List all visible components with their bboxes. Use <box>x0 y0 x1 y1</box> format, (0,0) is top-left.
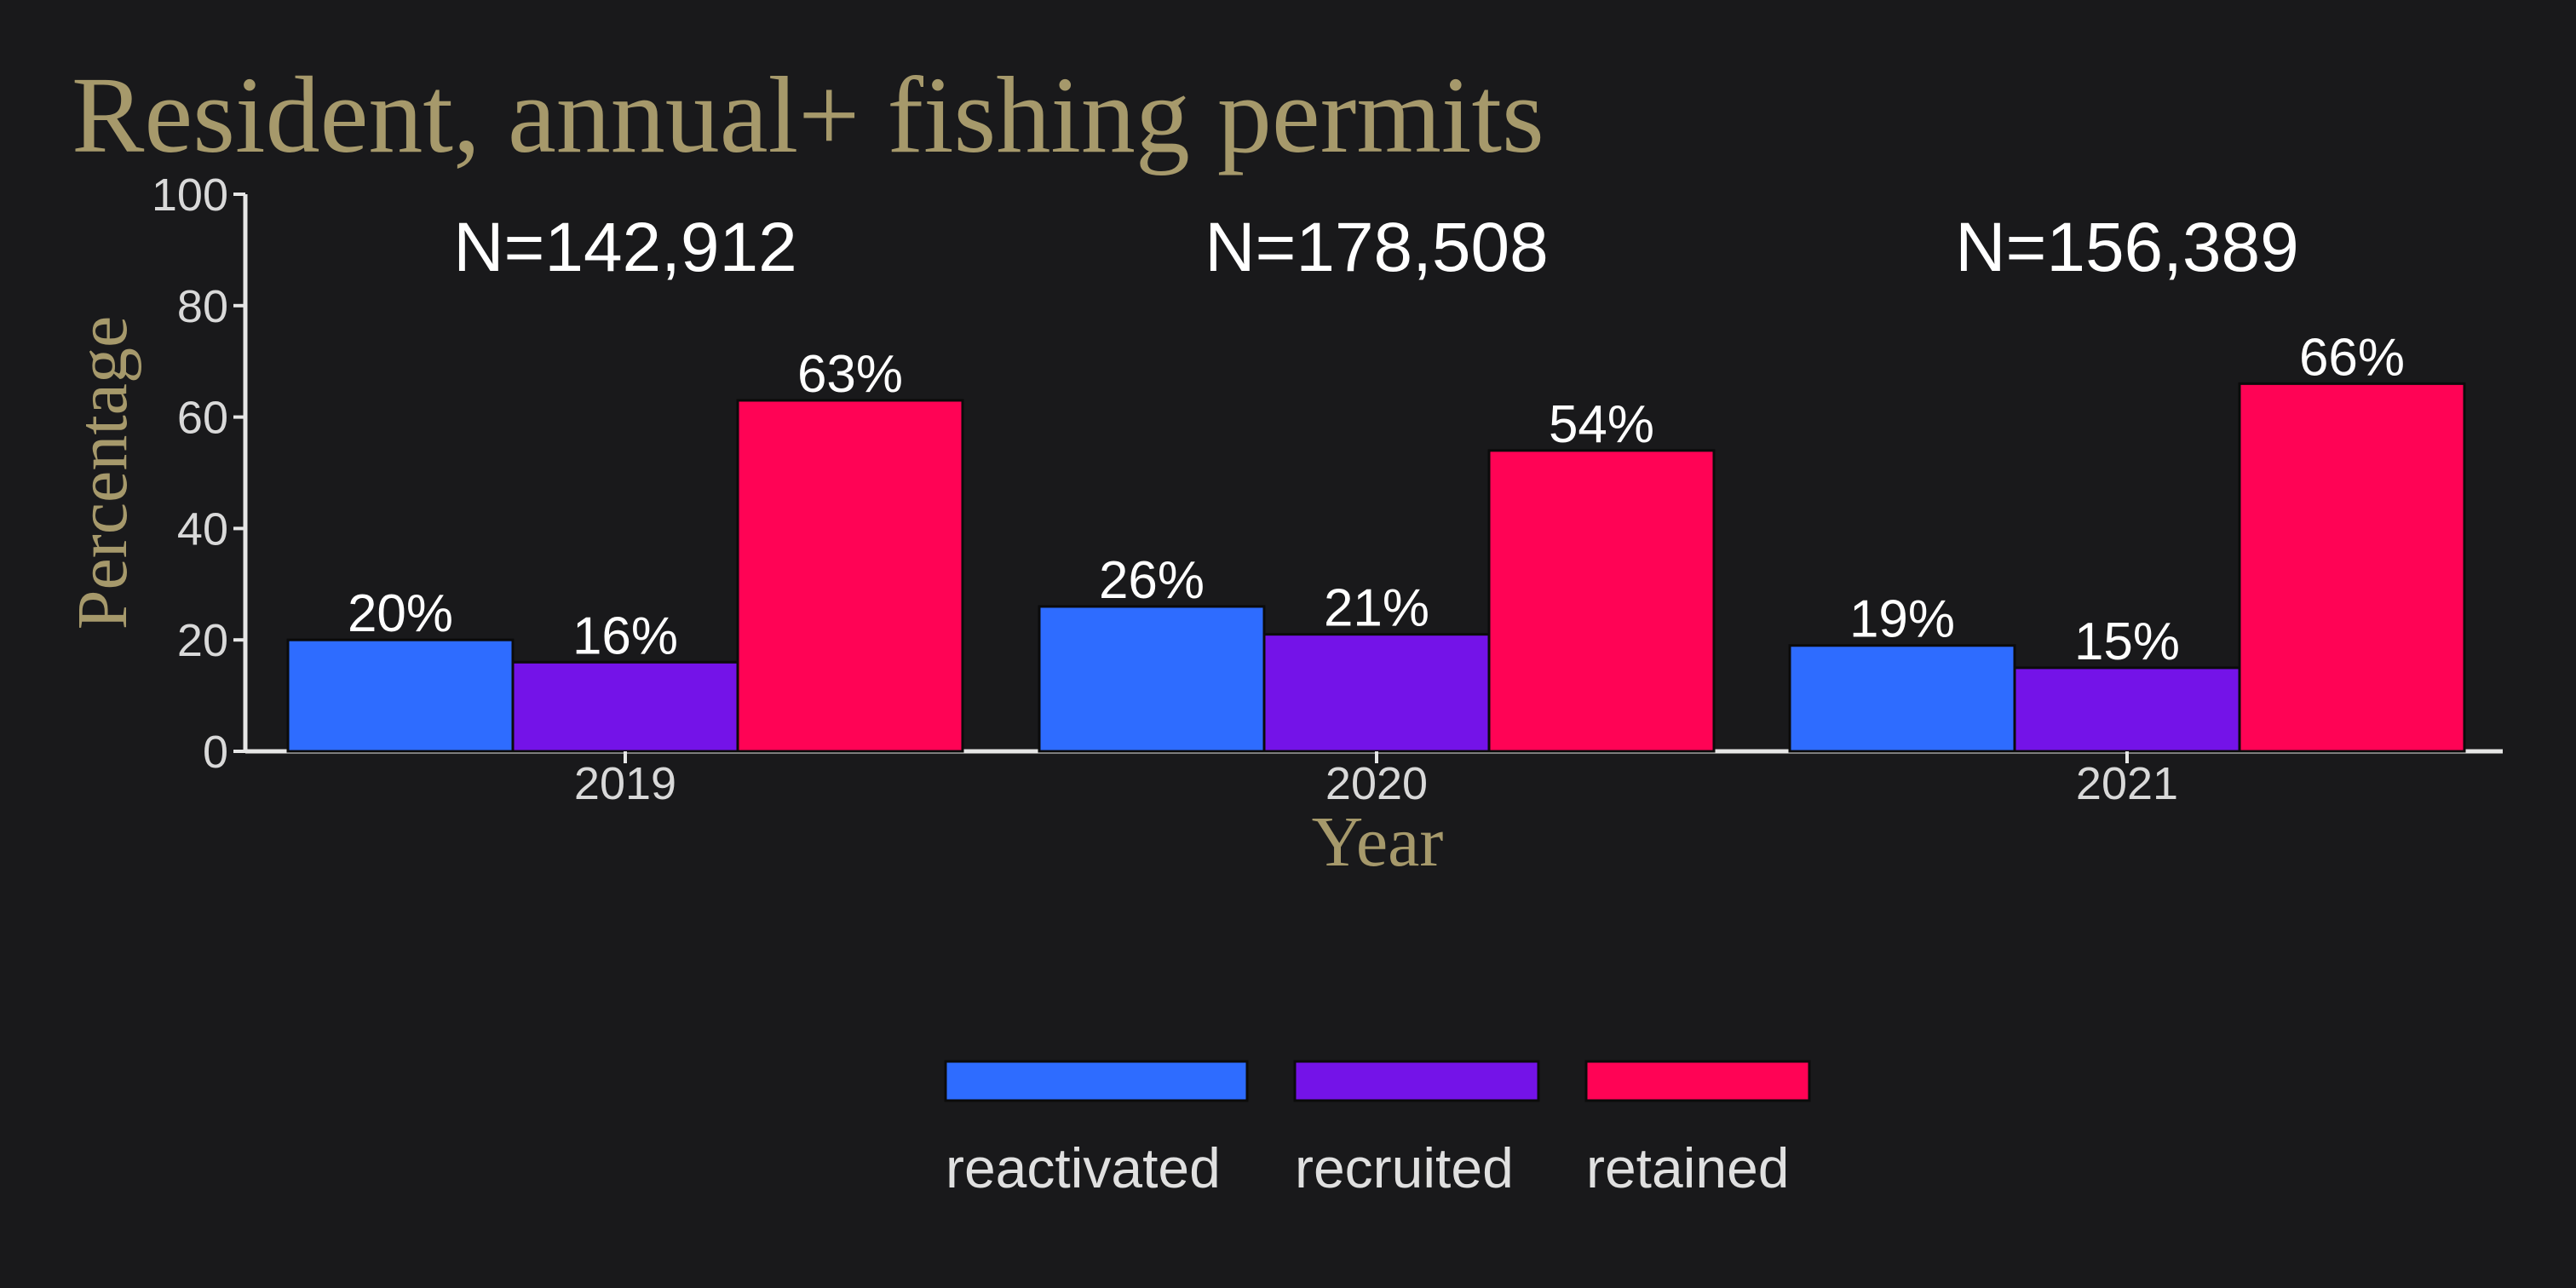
bar-reactivated <box>1038 605 1266 753</box>
bar-retained <box>736 399 964 753</box>
y-axis-title: Percentage <box>63 316 142 630</box>
y-tick-label: 40 <box>177 503 228 555</box>
bar-reactivated <box>1788 644 2016 753</box>
y-tick-label: 60 <box>177 393 228 444</box>
bar-reactivated <box>286 638 515 753</box>
data-label: 20% <box>348 584 453 643</box>
legend-swatch-recruited <box>1293 1060 1540 1102</box>
data-label: 26% <box>1099 551 1205 610</box>
y-tick-label: 0 <box>203 727 228 778</box>
legend-swatch-retained <box>1584 1060 1811 1102</box>
chart-title: Resident, annual+ fishing permits <box>72 55 1544 175</box>
bar-recruited <box>2013 666 2241 753</box>
y-tick-label: 100 <box>152 170 228 221</box>
plot-area: 0 20 40 60 80 100 20% 16% 63% 2019 N=142,912 26% 21%… <box>152 170 2503 809</box>
group-n-label: N=178,508 <box>1205 209 1549 286</box>
bar-retained <box>2238 382 2466 753</box>
y-tick-label: 80 <box>177 281 228 332</box>
data-label: 21% <box>1324 579 1429 638</box>
data-label: 19% <box>1849 590 1955 649</box>
bar-recruited <box>1262 633 1491 753</box>
data-label: 15% <box>2074 612 2180 671</box>
x-tick-label: 2019 <box>574 758 676 809</box>
x-tick-label: 2021 <box>2076 758 2178 809</box>
y-tick-label: 20 <box>177 615 228 666</box>
legend-label-retained: retained <box>1586 1136 1790 1199</box>
legend-label-recruited: recruited <box>1295 1136 1514 1199</box>
x-axis-title: Year <box>1312 802 1444 882</box>
data-label: 63% <box>797 345 903 404</box>
legend-label-reactivated: reactivated <box>946 1136 1221 1199</box>
group-n-label: N=156,389 <box>1955 209 2299 286</box>
bar-retained <box>1487 449 1716 753</box>
group-n-label: N=142,912 <box>453 209 797 286</box>
legend: reactivated recruited retained <box>944 1060 1811 1199</box>
data-label: 66% <box>2299 328 2405 387</box>
x-tick-label: 2020 <box>1325 758 1428 809</box>
data-label: 16% <box>572 607 678 665</box>
data-label: 54% <box>1549 395 1654 454</box>
bar-recruited <box>511 660 739 753</box>
legend-swatch-reactivated <box>944 1060 1249 1102</box>
